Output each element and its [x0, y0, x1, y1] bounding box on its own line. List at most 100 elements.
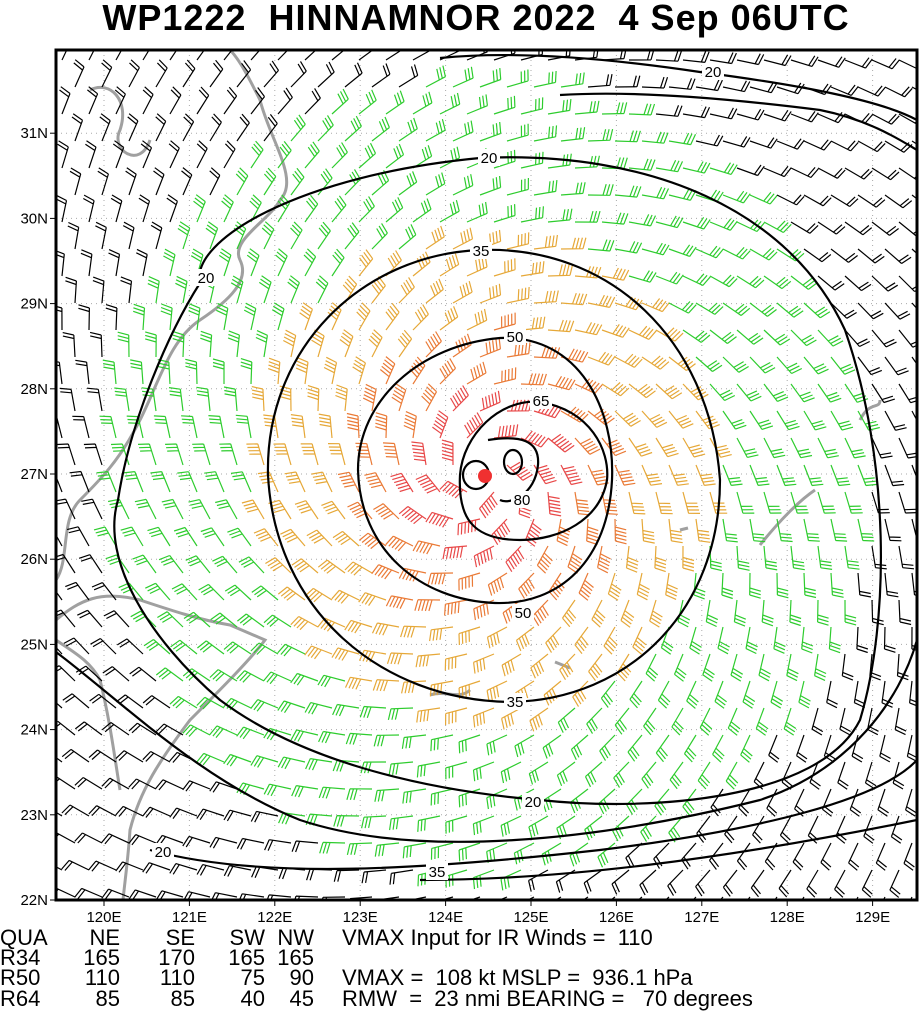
stats-table: QUA NE SE SW NW R34 165 170 165 165 R50 110 110 75 90 R… — [0, 925, 753, 1011]
wind-barb — [817, 545, 833, 570]
wind-barb — [709, 329, 737, 344]
wind-barb — [77, 609, 103, 628]
wind-barb — [155, 59, 168, 88]
wind-barb — [628, 103, 656, 116]
wind-barb — [266, 894, 292, 900]
wind-barb — [817, 221, 846, 235]
wind-barb — [299, 302, 313, 331]
wind-barb — [398, 117, 418, 142]
wind-barb — [817, 383, 842, 403]
wind-barb — [655, 383, 683, 400]
info-line: VMAX = 108 kt MSLP = 936.1 hPa — [342, 965, 693, 990]
wind-barb — [83, 194, 95, 223]
wind-barb — [668, 188, 697, 201]
wind-barb — [614, 410, 641, 427]
wind-barb — [668, 815, 684, 843]
wind-barb — [722, 869, 738, 897]
wind-barb — [56, 250, 65, 277]
wind-barb — [263, 60, 280, 88]
wind-barb — [398, 171, 418, 196]
wind-barb — [736, 545, 750, 571]
wind-barb — [903, 842, 915, 871]
wind-barb — [346, 842, 373, 856]
wind-barb — [415, 474, 441, 494]
wind-barb — [625, 545, 639, 573]
wind-barb — [385, 197, 404, 223]
table-header: NW — [277, 925, 314, 950]
table-cell: R50 — [0, 965, 40, 990]
lat-label: 29N — [20, 296, 48, 313]
wind-barb — [294, 500, 319, 520]
wind-barb — [356, 302, 371, 331]
wind-barb — [599, 734, 616, 761]
wind-barb — [547, 433, 575, 453]
wind-barb — [294, 895, 319, 900]
wind-barb — [177, 471, 198, 493]
wind-barb — [655, 50, 683, 62]
wind-barb — [830, 140, 859, 152]
wind-barb — [722, 518, 738, 543]
wind-barb — [533, 234, 558, 250]
lon-label: 126E — [599, 909, 634, 926]
wind-barb — [398, 64, 419, 88]
wind-barb — [352, 356, 366, 385]
contour-50 — [356, 336, 614, 605]
contour-labels: 20 20 20 20 20 35 35 35 50 50 65 80 — [152, 63, 724, 881]
table-header: NE — [89, 925, 120, 950]
lat-label: 23N — [20, 807, 48, 824]
wind-barb — [88, 749, 117, 763]
wind-barb — [128, 59, 140, 88]
wind-barb — [486, 626, 508, 649]
wind-barb — [493, 204, 516, 223]
wind-barb — [371, 276, 386, 304]
contour-label-bg — [426, 863, 448, 880]
info-line: RMW = 23 nmi BEARING = 70 degrees — [342, 986, 753, 1011]
wind-barb — [778, 869, 792, 898]
wind-barb — [417, 815, 441, 832]
wind-barb — [91, 582, 117, 601]
wind-barb — [682, 491, 701, 514]
wind-barb — [142, 750, 171, 763]
wind-barb — [709, 545, 723, 572]
wind-barb — [790, 167, 819, 179]
wind-barb — [790, 437, 813, 459]
wind-barb — [763, 109, 792, 122]
wind-barb — [559, 653, 576, 681]
wind-barb — [533, 180, 558, 196]
wind-barb — [849, 788, 862, 817]
wind-barb — [766, 788, 778, 817]
island — [554, 660, 571, 670]
wind-barb — [371, 63, 391, 88]
lon-label: 129E — [855, 909, 890, 926]
wind-barb — [182, 113, 195, 142]
wind-barb — [439, 92, 461, 115]
wind-barb — [182, 668, 211, 682]
wind-barb — [569, 788, 589, 814]
wind-barb — [85, 140, 97, 169]
wind-barb — [265, 557, 292, 574]
wind-barb — [429, 626, 454, 642]
wind-barb — [911, 302, 917, 310]
wind-barb — [290, 167, 305, 196]
wind-barb — [763, 383, 789, 402]
wind-barb — [911, 86, 917, 91]
wind-barb — [385, 302, 400, 331]
wind-barb — [160, 303, 173, 331]
wind-barb — [505, 545, 525, 573]
wind-barb — [857, 518, 875, 542]
wind-barb — [736, 329, 764, 345]
wind-barb — [101, 722, 130, 736]
wind-barbs — [56, 50, 917, 900]
wind-barb — [339, 329, 354, 358]
wind-barb — [817, 491, 836, 514]
wind-barb — [830, 84, 859, 96]
wind-barb — [601, 324, 630, 338]
table-header: SW — [230, 925, 266, 950]
wind-barb — [250, 699, 279, 712]
axes: 120E 121E 122E 123E 124E 125E 126E 127E 128E 129E… — [20, 125, 890, 926]
contour-20 — [439, 54, 917, 121]
wind-barb — [236, 837, 265, 850]
wind-barb — [556, 815, 576, 840]
wind-barb — [169, 863, 198, 875]
wind-barb — [150, 221, 163, 250]
